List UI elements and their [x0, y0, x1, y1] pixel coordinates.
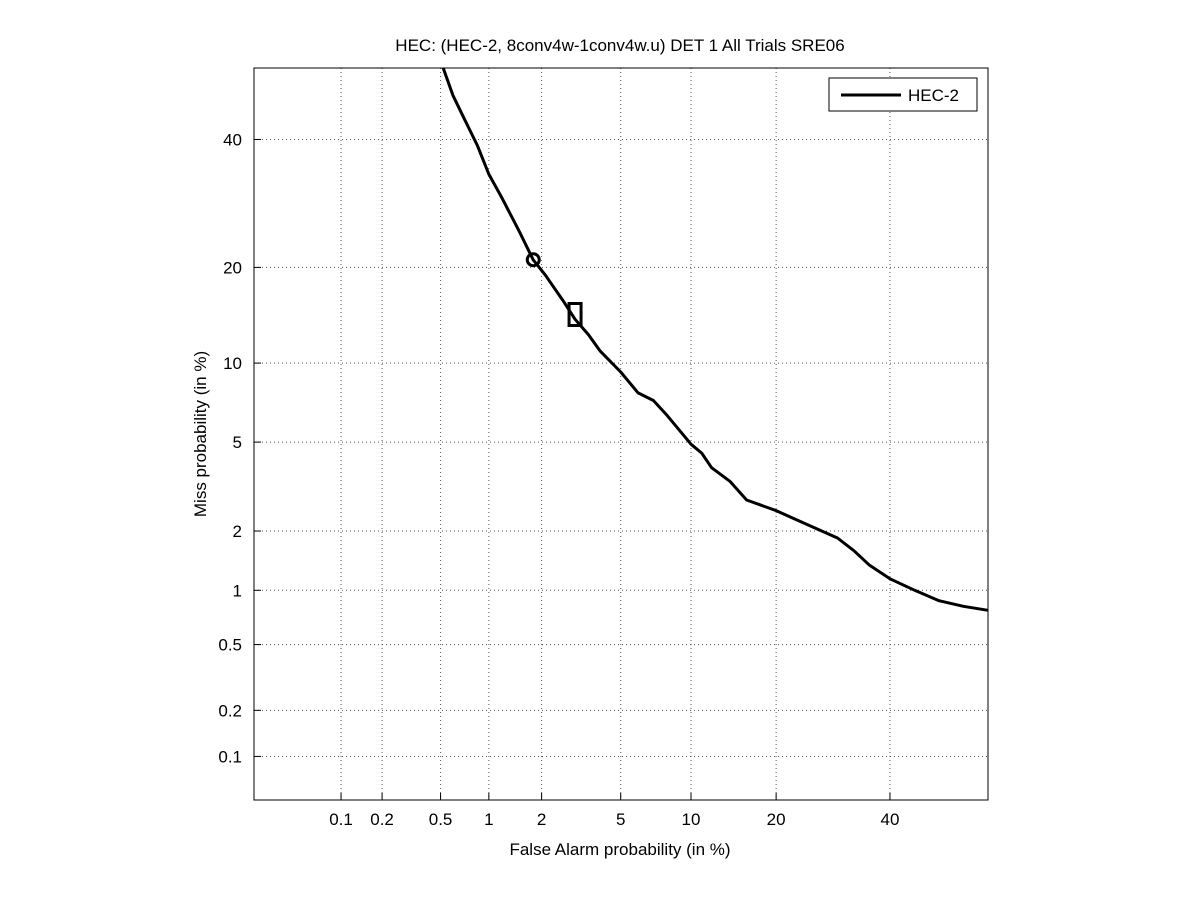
y-tick-label: 0.5	[218, 636, 242, 655]
x-tick-label: 5	[616, 810, 625, 829]
x-tick-label: 0.5	[429, 810, 453, 829]
legend-label-hec-2: HEC-2	[908, 86, 959, 105]
act-dcf-square-marker	[567, 301, 583, 327]
x-tick-label: 1	[484, 810, 493, 829]
y-axis-label: Miss probability (in %)	[191, 351, 210, 517]
marker-layer	[525, 252, 583, 327]
series-layer	[441, 67, 989, 612]
y-tick-label: 10	[223, 354, 242, 373]
grid-lines	[254, 68, 988, 800]
y-tick-label: 0.1	[218, 747, 242, 766]
y-tick-label: 0.2	[218, 701, 242, 720]
y-tick-label: 5	[233, 433, 242, 452]
x-axis-ticks: 0.1 0.2 0.5 1 2 5 10 20 40	[329, 793, 899, 829]
y-tick-label: 1	[233, 581, 242, 600]
min-dcf-circle-marker	[525, 252, 541, 268]
x-tick-label: 2	[537, 810, 546, 829]
x-tick-label: 20	[767, 810, 786, 829]
x-tick-label: 0.2	[370, 810, 394, 829]
y-axis-ticks: 0.1 0.2 0.5 1 2 5 10 20 40	[218, 130, 261, 766]
legend: HEC-2	[828, 77, 978, 112]
chart-title: HEC: (HEC-2, 8conv4w-1conv4w.u) DET 1 Al…	[395, 36, 844, 55]
y-tick-label: 2	[233, 522, 242, 541]
x-axis-label: False Alarm probability (in %)	[509, 840, 730, 859]
x-tick-label: 10	[682, 810, 701, 829]
plot-frame	[253, 67, 989, 801]
series-line-hec-2	[441, 67, 989, 612]
y-tick-label: 40	[223, 130, 242, 149]
x-tick-label: 40	[880, 810, 899, 829]
y-tick-label: 20	[223, 258, 242, 277]
x-tick-label: 0.1	[329, 810, 353, 829]
